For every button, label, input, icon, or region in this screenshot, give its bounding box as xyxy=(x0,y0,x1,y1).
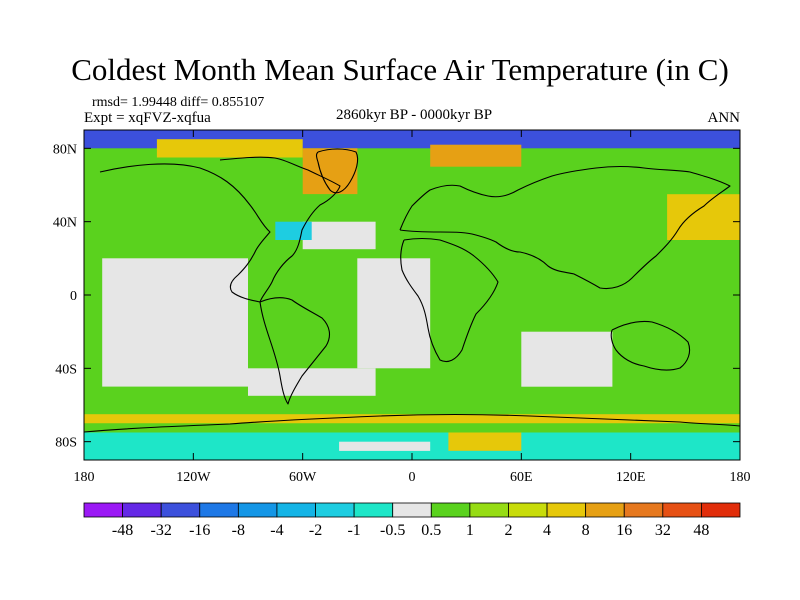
field-patch-7 xyxy=(102,258,248,387)
colorbar-label-4: -4 xyxy=(270,522,283,539)
period-label: 2860kyr BP - 0000kyr BP xyxy=(335,107,493,123)
colorbar-swatch-2 xyxy=(160,502,201,518)
coast-australia xyxy=(610,320,691,371)
colorbar-swatch-13 xyxy=(585,502,625,518)
field-patch-8 xyxy=(357,258,431,369)
colorbar-label-2: -16 xyxy=(189,522,210,539)
coast-africa xyxy=(400,237,499,363)
colorbar-label-1: -32 xyxy=(151,522,172,539)
x-tick-label-6: 180 xyxy=(730,470,751,485)
colorbar-label-5: -2 xyxy=(309,522,322,539)
field-patch-14 xyxy=(339,441,431,451)
field-patch-9 xyxy=(521,331,613,387)
y-tick-label-4: 80S xyxy=(55,436,77,451)
colorbar-label-9: 1 xyxy=(466,522,474,539)
coast-north-america xyxy=(99,156,341,303)
colorbar-label-6: -1 xyxy=(347,522,360,539)
colorbar-label-12: 8 xyxy=(582,522,590,539)
colorbar-label-8: 0.5 xyxy=(421,522,441,539)
colorbar-swatch-16 xyxy=(701,502,741,518)
colorbar-swatch-12 xyxy=(546,502,587,518)
temperature-field xyxy=(84,130,740,460)
coast-antarctica xyxy=(84,413,740,433)
y-tick-label-0: 80N xyxy=(53,142,77,157)
colorbar-label-14: 32 xyxy=(655,522,671,539)
colorbar-swatch-8 xyxy=(392,502,432,518)
y-tick-label-1: 40N xyxy=(53,216,77,231)
chart-title: Coldest Month Mean Surface Air Temperatu… xyxy=(71,52,729,87)
x-tick-label-3: 0 xyxy=(409,470,416,485)
field-patch-11 xyxy=(84,414,740,424)
colorbar-swatch-9 xyxy=(430,502,471,518)
colorbar-swatch-0 xyxy=(83,502,123,518)
colorbar-label-13: 16 xyxy=(616,522,632,539)
axes: 180 120W 60W 0 60E 120E 180 80N 40N 0 40S 80S xyxy=(53,130,751,485)
coastlines xyxy=(84,148,740,433)
y-tick-label-3: 40S xyxy=(55,362,77,377)
field-patch-3 xyxy=(430,144,522,167)
stats-line: rmsd= 1.99448 diff= 0.855107 xyxy=(92,95,265,110)
field-patch-5 xyxy=(302,221,376,250)
coast-south-america xyxy=(259,297,331,405)
colorbar-swatch-6 xyxy=(315,502,355,518)
colorbar-label-7: -0.5 xyxy=(380,522,405,539)
field-patch-15 xyxy=(448,432,522,451)
colorbar-swatch-5 xyxy=(276,502,316,518)
x-tick-label-1: 120W xyxy=(176,470,211,485)
y-tick-label-2: 0 xyxy=(70,289,77,304)
experiment-label: Expt = xqFVZ-xqfua xyxy=(84,110,211,126)
coast-eurasia xyxy=(399,165,731,290)
colorbar: -48 -32 -16 -8 -4 -2 -1 -0.5 0.5 1 2 4 8 16 32 48 xyxy=(83,502,741,539)
field-patch-6 xyxy=(275,221,312,240)
colorbar-swatch-3 xyxy=(199,502,239,518)
field-patch-4 xyxy=(667,194,740,240)
colorbar-label-10: 2 xyxy=(504,522,512,539)
colorbar-swatch-1 xyxy=(122,502,162,518)
colorbar-label-3: -8 xyxy=(232,522,245,539)
colorbar-swatch-7 xyxy=(353,502,394,518)
x-tick-label-2: 60W xyxy=(289,470,317,485)
x-tick-label-4: 60E xyxy=(510,470,533,485)
field-patch-12 xyxy=(84,423,740,433)
field-patch-1 xyxy=(156,139,303,158)
coast-greenland xyxy=(315,148,359,194)
colorbar-swatch-10 xyxy=(469,502,509,518)
x-tick-label-5: 120E xyxy=(616,470,646,485)
x-tick-label-0: 180 xyxy=(74,470,95,485)
colorbar-swatch-11 xyxy=(508,502,548,518)
colorbar-swatch-14 xyxy=(623,502,664,518)
colorbar-swatch-15 xyxy=(662,502,702,518)
colorbar-label-11: 4 xyxy=(543,522,551,539)
colorbar-label-15: 48 xyxy=(693,522,709,539)
field-patch-10 xyxy=(248,368,376,396)
season-label: ANN xyxy=(707,110,741,126)
colorbar-label-0: -48 xyxy=(112,522,133,539)
field-patch-2 xyxy=(302,148,358,195)
colorbar-swatch-4 xyxy=(237,502,278,518)
